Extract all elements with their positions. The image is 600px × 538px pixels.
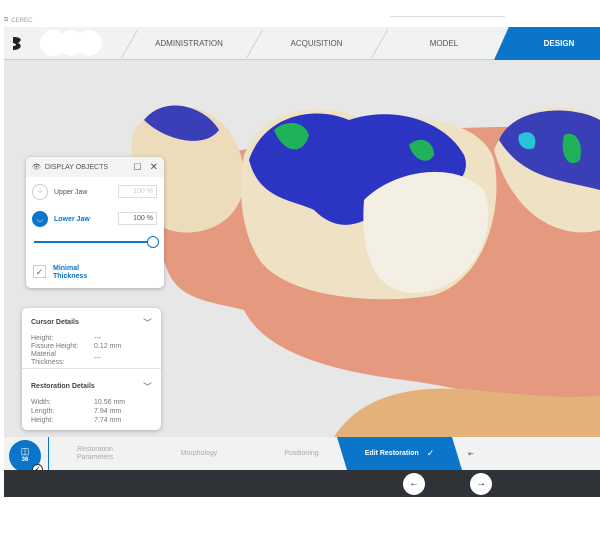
cursor-height: Height: ---: [31, 335, 101, 342]
opacity-slider[interactable]: [34, 241, 152, 243]
tooth-icon: ◫: [20, 446, 30, 456]
upper-jaw-toggle[interactable]: ⁘ Upper Jaw: [32, 184, 87, 200]
cursor-fissure-height: Fissure Height: 0.12 mm: [31, 343, 122, 350]
restoration-details-title: Restoration Details: [31, 383, 95, 390]
step-edit-restoration[interactable]: Edit Restoration ✓: [337, 437, 462, 470]
check-icon: ✓: [426, 448, 435, 458]
details-panel: Cursor Details ﹀ Height: --- Fissure Heig…: [22, 308, 161, 430]
tab-acquisition[interactable]: ACQUISITION: [290, 39, 343, 48]
header: ADMINISTRATION ACQUISITION MODEL DESIGN: [4, 27, 600, 60]
3d-viewport[interactable]: [4, 60, 600, 437]
panel-header: 👁 DISPLAY OBJECTS ☐ ✕: [26, 157, 164, 177]
restoration-length: Length: 7.94 mm: [31, 408, 122, 415]
maximize-icon[interactable]: ☐: [133, 161, 142, 172]
chevron-down-icon[interactable]: ﹀: [142, 318, 152, 328]
tab-administration[interactable]: ADMINISTRATION: [155, 39, 223, 48]
cursor-details-title: Cursor Details: [31, 319, 79, 326]
upper-jaw-icon: ⁘: [32, 184, 48, 200]
workflow-steps: Restoration Parameters Morphology Positi…: [4, 437, 600, 470]
upper-jaw-opacity-input[interactable]: 100 %: [118, 185, 157, 198]
minimal-thickness-checkbox[interactable]: ✓: [33, 265, 46, 278]
tab-design[interactable]: DESIGN: [494, 27, 600, 60]
restoration-width: Width: 10.56 mm: [31, 399, 126, 406]
divider: [390, 16, 505, 17]
app-title: ⧉ CEREC: [4, 17, 33, 24]
slider-handle[interactable]: [147, 236, 159, 248]
cursor-material-thickness: Material Thickness: ---: [31, 351, 101, 366]
chevron-down-icon[interactable]: ﹀: [142, 382, 152, 392]
user-avatars[interactable]: [40, 30, 102, 56]
display-objects-panel: 👁 DISPLAY OBJECTS ☐ ✕ ⁘ Upper Jaw 100 % …: [26, 157, 164, 288]
divider: [22, 368, 161, 369]
logo-icon: [13, 37, 21, 50]
panel-title: DISPLAY OBJECTS: [44, 163, 109, 171]
back-arrow-button[interactable]: ←: [403, 473, 425, 495]
lower-jaw-icon: ◡: [32, 211, 48, 227]
restoration-height: Height: 7.74 mm: [31, 417, 122, 424]
step-restoration-parameters[interactable]: Restoration Parameters: [76, 445, 114, 461]
forward-arrow-button[interactable]: →: [470, 473, 492, 495]
app-icon: ⧉: [4, 17, 9, 23]
step-positioning[interactable]: Positioning: [284, 450, 319, 457]
eye-icon: 👁: [32, 164, 41, 171]
tab-model[interactable]: MODEL: [429, 39, 459, 48]
collapse-icon[interactable]: ⇤: [468, 450, 474, 458]
tooth-model-render[interactable]: [4, 60, 600, 437]
lower-jaw-opacity-input[interactable]: 100 %: [118, 212, 157, 225]
bottom-toolbar: [4, 470, 600, 497]
step-morphology[interactable]: Morphology: [180, 450, 218, 457]
minimal-thickness-label: Minimal Thickness: [53, 265, 88, 280]
close-icon[interactable]: ✕: [149, 161, 158, 173]
lower-jaw-toggle[interactable]: ◡ Lower Jaw: [32, 211, 90, 227]
